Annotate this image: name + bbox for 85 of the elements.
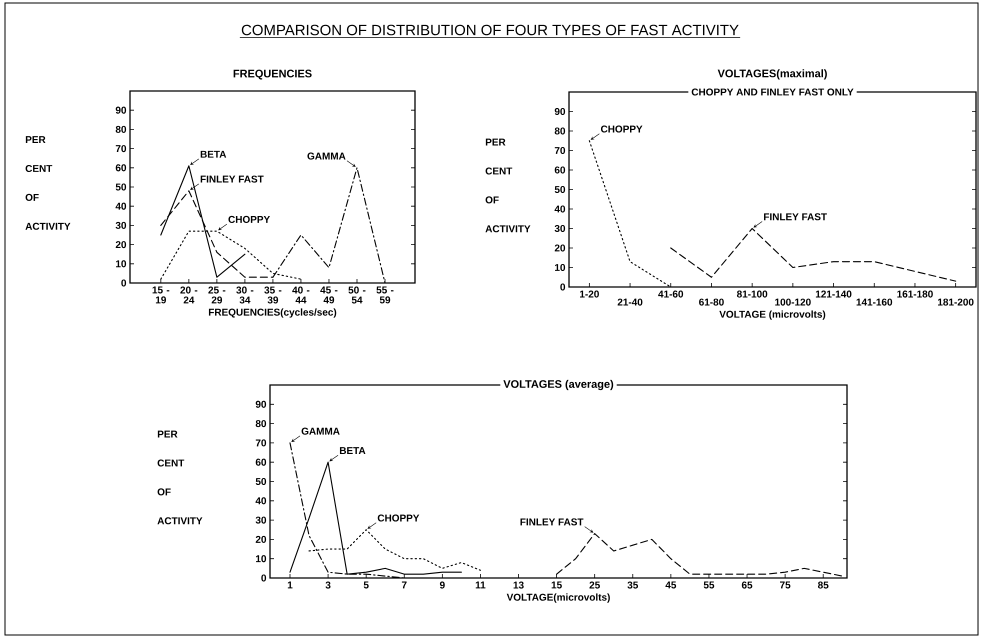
legend-label: FINLEY FAST	[200, 176, 264, 183]
x-tick-label: 20 - 24	[180, 286, 198, 304]
x-tick-label: 7	[402, 582, 407, 588]
y-tick-label: 30	[256, 516, 266, 524]
series-label: CHOPPY	[228, 216, 270, 223]
series-label: BETA	[340, 447, 366, 454]
series-label: GAMMA	[307, 152, 346, 160]
x-tick-label: 15 - 19	[152, 286, 170, 304]
x-tick-label: 35 - 39	[264, 286, 282, 304]
x-tick-label: 50 - 54	[348, 286, 366, 304]
y-tick-label: 80	[554, 127, 566, 135]
text: PER CENT OF ACTIVITY	[485, 138, 530, 232]
x-tick-label: 100-120	[775, 298, 811, 306]
x-tick-label: 15	[552, 582, 562, 588]
x-tick-label: 85	[818, 582, 828, 589]
x-tick-label: 9	[440, 582, 445, 589]
chart-subtitle: CHOPPY AND FINLEY FAST ONLY	[692, 88, 854, 96]
x-tick-label: 11	[476, 582, 486, 588]
y-tick-label: 0	[121, 279, 126, 287]
y-tick-label: 90	[116, 106, 126, 114]
x-tick-label: 181-200	[938, 298, 974, 306]
chart-title: VOLTAGES(maximal)	[718, 69, 827, 80]
y-tick-label: 80	[256, 420, 266, 428]
y-tick-label: 70	[554, 146, 566, 154]
chart-title: VOLTAGES (average)	[503, 380, 614, 390]
x-tick-label: 40 - 44	[292, 286, 310, 304]
x-tick-label: 45 - 49	[320, 286, 338, 304]
y-tick-label: 10	[256, 555, 266, 562]
y-tick-label: 60	[116, 164, 126, 172]
y-tick-label: 70	[116, 145, 126, 152]
y-tick-label: 40	[116, 202, 126, 210]
x-tick-label: 25 - 29	[208, 286, 226, 304]
series-label: GAMMA	[302, 428, 340, 435]
y-tick-label: 20	[116, 241, 126, 248]
x-tick-label: 13	[514, 582, 524, 589]
text: PER CENT OF ACTIVITY	[25, 136, 70, 230]
text: PER CENT OF ACTIVITY	[157, 430, 202, 524]
x-tick-label: 1	[288, 582, 292, 588]
series-label: CHOPPY	[600, 125, 642, 133]
x-tick-label: 5	[364, 582, 369, 588]
x-tick-label: 81-100	[736, 290, 768, 298]
x-tick-label: 3	[326, 582, 330, 589]
series-label: CHOPPY	[378, 514, 420, 522]
x-tick-label: 21-40	[618, 298, 642, 306]
x-tick-label: 161-180	[897, 290, 933, 298]
x-tick-label: 25	[589, 582, 600, 589]
x-tick-label: 55 - 59	[376, 286, 394, 304]
y-tick-label: 30	[116, 222, 126, 229]
x-tick-label: 30 - 34	[236, 286, 254, 304]
y-tick-label: 10	[555, 264, 566, 272]
x-axis-title: FREQUENCIES(cycles/sec)	[208, 308, 336, 318]
series-label: FINLEY FAST	[520, 518, 584, 526]
x-tick-label: 121-140	[816, 290, 852, 298]
x-tick-label: 61-80	[699, 298, 724, 306]
y-tick-label: 50	[256, 478, 266, 486]
text: COMPARISON OF DISTRIBUTION OF FOUR TYPES OF FAST ACTIVITY	[242, 24, 739, 36]
y-tick-label: 90	[256, 400, 266, 408]
y-tick-label: 0	[560, 283, 566, 291]
x-tick-label: 65	[742, 582, 752, 589]
x-tick-label: 41-60	[658, 290, 684, 298]
x-axis-title: VOLTAGE(microvolts)	[506, 593, 610, 603]
y-tick-label: 90	[554, 108, 566, 116]
x-axis-title: VOLTAGE (microvolts)	[719, 310, 826, 320]
y-tick-label: 40	[256, 497, 266, 504]
series-label: BETA	[200, 150, 226, 158]
y-tick-label: 0	[261, 574, 266, 582]
y-tick-label: 20	[554, 244, 566, 252]
y-tick-label: 50	[116, 183, 126, 191]
y-tick-label: 10	[116, 260, 126, 268]
y-tick-label: 60	[256, 458, 266, 466]
y-tick-label: 30	[554, 224, 566, 232]
series-label: FINLEY FAST	[764, 213, 827, 220]
y-tick-label: 70	[256, 439, 266, 446]
y-tick-label: 80	[116, 126, 126, 133]
y-tick-label: 50	[554, 186, 566, 194]
chart-title: FREQUENCIES	[234, 70, 312, 80]
x-tick-label: 45	[665, 582, 676, 588]
y-tick-label: 40	[554, 205, 566, 213]
y-tick-label: 60	[554, 166, 566, 174]
x-tick-label: 75	[780, 582, 790, 588]
x-tick-label: 35	[627, 582, 638, 589]
x-tick-label: 55	[704, 582, 714, 588]
y-tick-label: 20	[256, 536, 266, 543]
x-tick-label: 141-160	[856, 298, 892, 306]
x-tick-label: 1-20	[580, 290, 599, 298]
